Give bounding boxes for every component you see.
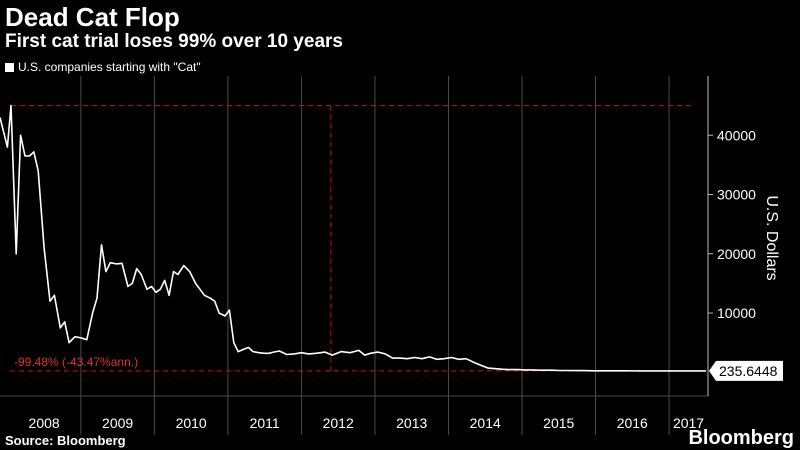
x-tick-label: 2010: [176, 415, 207, 431]
x-tick-label: 2011: [250, 415, 280, 431]
source-note: Source: Bloomberg: [5, 433, 126, 448]
y-tick-label: 40000: [717, 127, 756, 143]
chart-subtitle: First cat trial loses 99% over 10 years: [5, 31, 343, 52]
change-annotation: -99.48% (-43.47%ann.): [14, 355, 138, 369]
x-tick-label: 2015: [543, 415, 574, 431]
last-value-tag: [709, 360, 783, 381]
brand-logo: Bloomberg: [688, 427, 794, 449]
chart-title: Dead Cat Flop: [5, 2, 180, 32]
legend: U.S. companies starting with "Cat": [5, 60, 201, 74]
x-tick-label: 2016: [617, 415, 648, 431]
x-tick-label: 2008: [29, 415, 60, 431]
x-tick-label: 2014: [470, 415, 501, 431]
x-tick-label: 2009: [102, 415, 133, 431]
y-tick-label: 10000: [717, 305, 756, 321]
x-tick-label: 2012: [323, 415, 354, 431]
y-tick-label: 20000: [717, 246, 756, 262]
last-value-label: 235.6448: [719, 363, 778, 379]
x-tick-label: 2013: [396, 415, 427, 431]
x-tick-label: 2017: [673, 415, 704, 431]
y-tick-label: 30000: [717, 187, 756, 203]
legend-label: U.S. companies starting with "Cat": [18, 60, 201, 74]
series-line: [0, 104, 706, 372]
legend-swatch: [5, 63, 14, 72]
